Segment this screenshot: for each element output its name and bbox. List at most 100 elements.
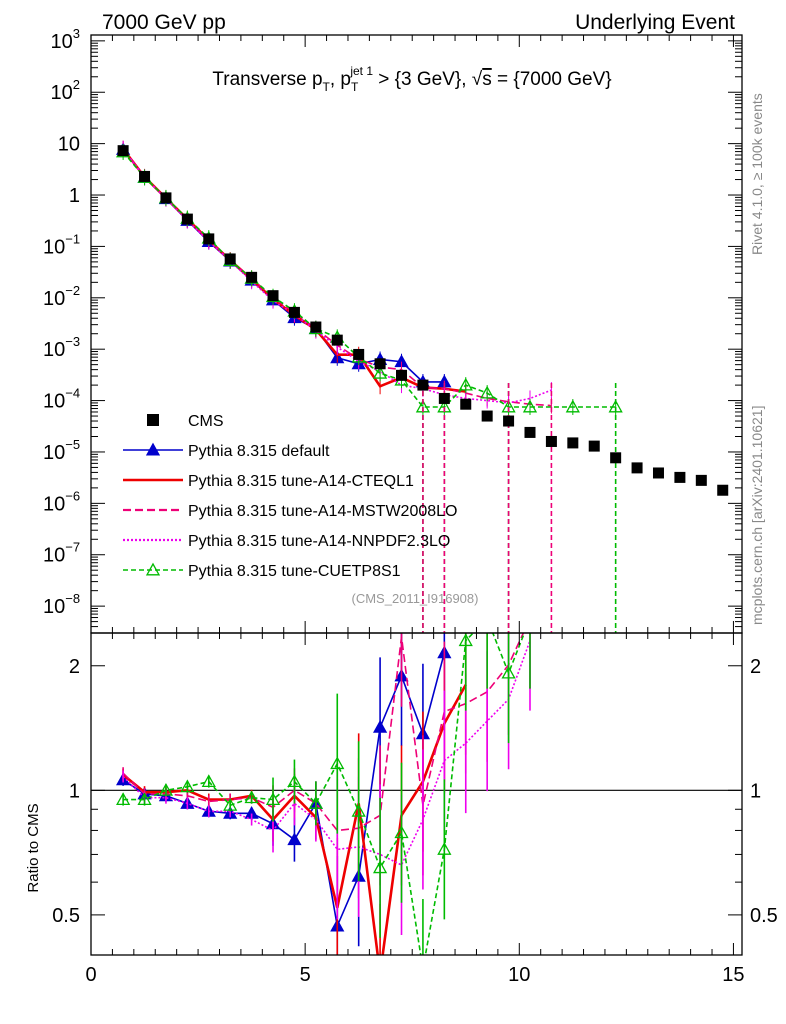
title-sqrt: √ (472, 69, 483, 90)
series-marker (330, 756, 345, 770)
ratio-plot-area (91, 613, 742, 974)
data-point (438, 392, 450, 404)
data-point (695, 474, 707, 486)
x-tick-label: 5 (300, 964, 311, 986)
main-series-group (116, 140, 729, 633)
data-point (396, 369, 408, 381)
legend-entry: Pythia 8.315 tune-CUETP8S1 (123, 562, 401, 580)
series-marker (137, 792, 152, 805)
y-tick-label: 10−6 (43, 488, 80, 515)
data-point (417, 379, 429, 391)
title-s: s (482, 69, 492, 90)
series-marker (308, 796, 323, 809)
series-2 (122, 140, 552, 414)
data-point (331, 334, 343, 346)
title-end: = {7000 GeV} (492, 69, 612, 90)
y-tick-exp: −3 (65, 334, 80, 349)
series-line (122, 148, 552, 407)
ratio-y-tick-label-right: 1 (750, 780, 761, 802)
y-tick-exp: −5 (65, 437, 80, 452)
series-marker (372, 365, 388, 379)
y-tick-base: 10 (43, 545, 65, 567)
series-marker (565, 399, 580, 413)
series-line (122, 148, 445, 383)
series-marker (372, 860, 388, 874)
series-marker (145, 442, 161, 456)
y-tick-base: 10 (43, 339, 65, 361)
y-tick-label: 10 (58, 134, 80, 156)
y-tick-base: 10 (43, 442, 65, 464)
y-tick-base: 10 (43, 236, 65, 258)
legend-label: Pythia 8.315 tune-A14-MSTW2008LO (188, 503, 457, 520)
series-1 (122, 140, 467, 400)
title-sup2: jet 1 (349, 64, 373, 78)
legend-entry: Pythia 8.315 tune-A14-MSTW2008LO (123, 503, 457, 520)
ratio-frame (90, 632, 743, 956)
series-marker (158, 782, 174, 796)
series-marker (265, 792, 281, 805)
y-tick-base: 10 (43, 493, 65, 515)
ratio-series-4 (116, 613, 531, 974)
data-point (224, 253, 236, 265)
series-marker (351, 803, 366, 817)
y-tick-exp: −1 (65, 231, 80, 246)
y-tick-label: 1 (69, 185, 80, 207)
series-marker (458, 633, 473, 647)
ratio-series-line (122, 652, 446, 929)
legend-entry: CMS (147, 413, 224, 430)
series-marker (481, 613, 493, 624)
ratio-series-3 (122, 633, 531, 936)
data-point (481, 410, 493, 422)
data-point (674, 471, 686, 483)
cms-data (117, 145, 729, 496)
series-marker (394, 825, 409, 839)
series-marker (522, 399, 538, 413)
legend-swatch (147, 414, 159, 426)
chart-title: Transverse pT, pTjet 1 > {3 GeV}, √s = {… (212, 64, 611, 94)
data-point (160, 192, 172, 204)
series-marker (372, 719, 388, 733)
data-point (139, 170, 151, 182)
title-sub1: T (323, 80, 331, 94)
legend-label: Pythia 8.315 default (188, 443, 330, 460)
series-marker (145, 562, 161, 576)
y-tick-exp: −2 (65, 283, 80, 298)
series-marker (180, 779, 195, 793)
y-tick-label: 10−2 (43, 283, 80, 310)
series-line (122, 151, 616, 408)
y-tick-exp: −8 (65, 591, 80, 606)
legend-entry: Pythia 8.315 tune-A14-NNPDF2.3LO (123, 533, 450, 550)
data-point (310, 321, 322, 333)
legend-label: Pythia 8.315 tune-A14-NNPDF2.3LO (188, 533, 450, 550)
y-tick-exp: −6 (65, 488, 80, 503)
y-tick-label: 10−5 (43, 437, 80, 464)
series-marker (417, 963, 429, 974)
header-left: 7000 GeV pp (102, 11, 226, 34)
data-point (181, 213, 193, 225)
series-marker (437, 842, 452, 855)
legend-label: Pythia 8.315 tune-CUETP8S1 (188, 563, 401, 580)
ratio-series-group (91, 613, 742, 974)
y-tick-label: 102 (51, 77, 80, 104)
data-point (567, 437, 579, 449)
title-mid: , p (330, 69, 351, 90)
ratio-series-line (122, 640, 531, 867)
mcplots-label: mcplots.cern.ch [arXiv:2401.10621] (749, 406, 765, 625)
y-tick-label: 10−7 (43, 540, 80, 567)
ratio-y-tick-label: 2 (69, 656, 80, 678)
y-tick-exp: 2 (73, 77, 80, 92)
y-tick-label: 103 (51, 26, 80, 53)
analysis-watermark: (CMS_2011_I916908) (352, 591, 479, 606)
series-marker (458, 377, 473, 391)
x-tick-label: 10 (508, 964, 530, 986)
rivet-label: Rivet 4.1.0, ≥ 100k events (749, 93, 765, 255)
y-tick-base: 10 (51, 82, 73, 104)
data-point (717, 484, 729, 496)
data-point (374, 358, 386, 370)
data-point (460, 398, 472, 410)
y-tick-base: 10 (51, 31, 73, 53)
y-tick-label: 10−8 (43, 591, 80, 618)
data-point (610, 452, 622, 464)
y-tick-base: 10 (43, 391, 65, 413)
